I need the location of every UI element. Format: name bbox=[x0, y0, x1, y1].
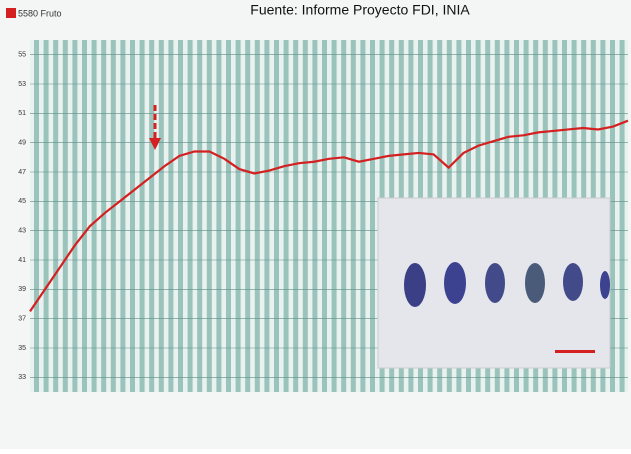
grid-stripe bbox=[245, 40, 251, 392]
data-line bbox=[29, 119, 629, 312]
grid-stripe bbox=[619, 40, 625, 392]
y-tick-label: 45 bbox=[18, 198, 26, 205]
grid-stripe bbox=[293, 40, 299, 392]
grid-stripe bbox=[91, 40, 97, 392]
grid-stripe bbox=[341, 40, 347, 392]
scale-bar bbox=[555, 350, 595, 353]
grid-stripe bbox=[53, 40, 59, 392]
grid-stripe bbox=[254, 40, 260, 392]
grid-stripe bbox=[168, 40, 174, 392]
y-tick-label: 41 bbox=[18, 257, 26, 264]
grid-stripe bbox=[331, 40, 337, 392]
grid-stripe bbox=[139, 40, 145, 392]
grid-stripe bbox=[62, 40, 68, 392]
grid-stripe bbox=[264, 40, 270, 392]
seed bbox=[485, 263, 505, 303]
seed bbox=[600, 271, 610, 299]
legend-label: 5580 Fruto bbox=[18, 8, 62, 18]
y-tick-label: 43 bbox=[18, 228, 26, 235]
grid-stripe bbox=[206, 40, 212, 392]
seed bbox=[444, 262, 466, 304]
grid-stripe bbox=[283, 40, 289, 392]
grid-stripe bbox=[350, 40, 356, 392]
grid-stripe bbox=[149, 40, 155, 392]
grid-stripe bbox=[34, 40, 39, 392]
arrow-head bbox=[149, 138, 161, 150]
caption: Fuente: Informe Proyecto FDI, INIA bbox=[250, 2, 470, 18]
grid-stripe bbox=[82, 40, 87, 392]
y-tick-label: 53 bbox=[18, 81, 26, 88]
legend-swatch bbox=[6, 8, 16, 18]
inset-photo bbox=[377, 197, 611, 369]
grid-stripe bbox=[187, 40, 193, 392]
grid-stripe bbox=[120, 40, 126, 392]
grid-stripe bbox=[322, 40, 327, 392]
grid-stripe bbox=[216, 40, 222, 392]
grid-stripe bbox=[370, 40, 375, 392]
y-tick-label: 39 bbox=[18, 286, 26, 293]
grid-stripe bbox=[130, 40, 135, 392]
grid-stripe bbox=[110, 40, 116, 392]
grid-stripe bbox=[312, 40, 318, 392]
grid-stripe bbox=[360, 40, 366, 392]
seed bbox=[525, 263, 545, 303]
seed bbox=[563, 263, 583, 301]
grid-stripe bbox=[72, 40, 78, 392]
seed bbox=[404, 263, 426, 307]
y-tick-label: 35 bbox=[18, 345, 26, 352]
grid-stripe bbox=[226, 40, 231, 392]
grid-stripe bbox=[235, 40, 241, 392]
y-tick-label: 49 bbox=[18, 140, 26, 147]
y-tick-label: 33 bbox=[18, 374, 26, 381]
grid-stripe bbox=[43, 40, 49, 392]
y-tick-label: 51 bbox=[18, 110, 26, 117]
y-tick-label: 47 bbox=[18, 169, 26, 176]
grid-stripe bbox=[197, 40, 203, 392]
grid-stripe bbox=[158, 40, 164, 392]
grid-stripe bbox=[101, 40, 107, 392]
grid-stripe bbox=[302, 40, 308, 392]
grid-stripe bbox=[178, 40, 183, 392]
y-tick-label: 55 bbox=[18, 52, 26, 59]
grid-stripe bbox=[610, 40, 615, 392]
y-tick-label: 37 bbox=[18, 316, 26, 323]
grid-stripe bbox=[274, 40, 279, 392]
